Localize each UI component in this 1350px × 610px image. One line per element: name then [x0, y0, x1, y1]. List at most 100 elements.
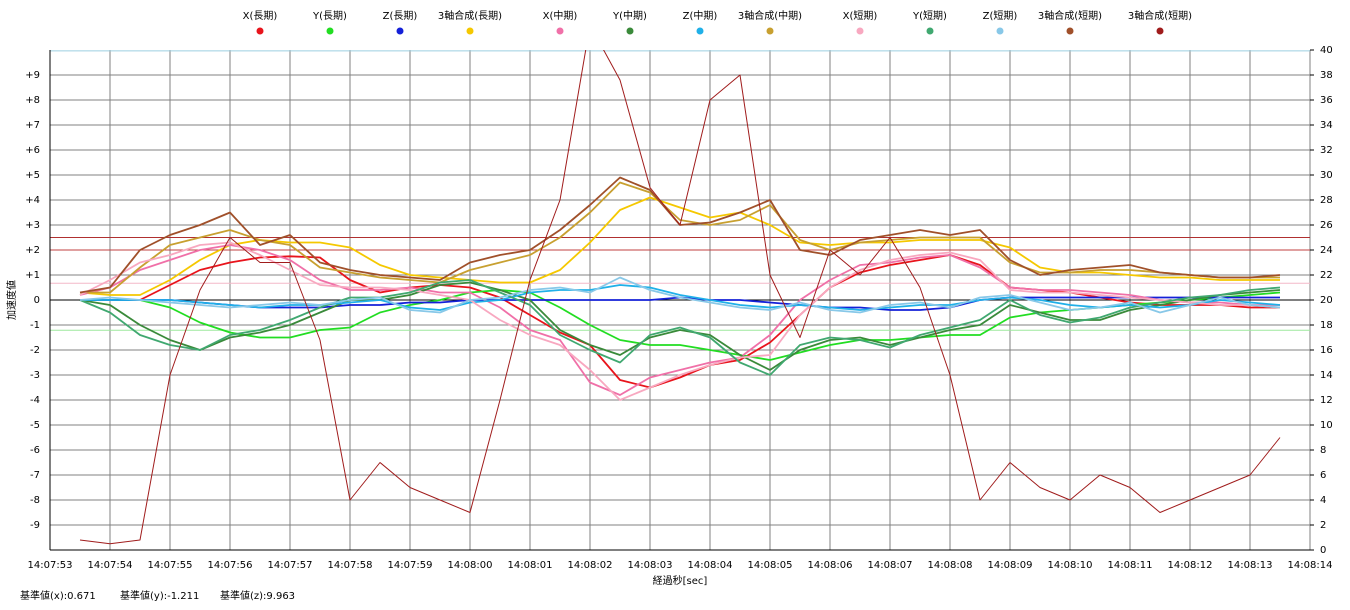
y2-tick-label: 6: [1320, 470, 1326, 481]
legend-marker: [556, 27, 564, 35]
y2-tick-label: 32: [1320, 145, 1333, 156]
y-tick-label: 0: [34, 295, 40, 306]
legend-marker: [396, 27, 404, 35]
legend-label: 3軸合成(短期): [1038, 9, 1102, 22]
x-tick-label: 14:08:04: [688, 560, 733, 571]
y-axis-title: 加速度値: [5, 280, 18, 320]
y-tick-label: +6: [25, 145, 40, 156]
y2-tick-label: 40: [1320, 45, 1333, 56]
y2-tick-label: 26: [1320, 220, 1333, 231]
legend-marker: [1156, 27, 1164, 35]
y-tick-label: -2: [30, 345, 40, 356]
y2-tick-label: 24: [1320, 245, 1333, 256]
legend-label: X(短期): [843, 9, 878, 22]
series-line: [80, 284, 1281, 311]
x-tick-label: 14:08:06: [808, 560, 853, 571]
series-line: [79, 276, 1281, 314]
y-tick-label: +7: [25, 120, 40, 131]
y2-tick-label: 30: [1320, 170, 1333, 181]
y-tick-label: +5: [25, 170, 40, 181]
y2-tick-label: 18: [1320, 320, 1333, 331]
series-line: [79, 241, 1281, 401]
y2-tick-label: 22: [1320, 270, 1333, 281]
x-tick-label: 14:07:54: [88, 560, 133, 571]
legend-marker: [1066, 27, 1074, 35]
legend-marker: [766, 27, 774, 35]
x-tick-label: 14:08:10: [1048, 560, 1093, 571]
x-tick-label: 14:08:01: [508, 560, 553, 571]
footer-text: 基準値(z):9.963: [220, 589, 295, 602]
y2-tick-label: 36: [1320, 95, 1333, 106]
y-tick-label: -7: [30, 470, 40, 481]
series-line: [79, 279, 1281, 376]
x-tick-label: 14:07:53: [28, 560, 73, 571]
legend-label: Z(長期): [383, 10, 418, 22]
legend-marker: [696, 27, 704, 35]
y2-tick-label: 10: [1320, 420, 1333, 431]
x-tick-label: 14:08:09: [988, 560, 1033, 571]
y-tick-label: -6: [30, 445, 40, 456]
y-tick-label: -3: [30, 370, 40, 381]
y2-tick-label: 20: [1320, 295, 1333, 306]
x-tick-label: 14:07:58: [328, 560, 373, 571]
series-line: [79, 196, 1280, 296]
x-tick-label: 14:08:13: [1228, 560, 1273, 571]
y2-tick-label: 38: [1320, 70, 1333, 81]
footer-text: 基準値(x):0.671: [20, 589, 96, 602]
plot-area: [79, 50, 1281, 545]
x-tick-label: 14:08:05: [748, 560, 793, 571]
y2-tick-label: 4: [1320, 495, 1326, 506]
legend-marker: [926, 27, 934, 35]
y-tick-label: -4: [30, 395, 40, 406]
y2-tick-label: 14: [1320, 370, 1333, 381]
legend-marker: [326, 27, 334, 35]
y2-tick-label: 12: [1320, 395, 1333, 406]
legend-label: 3軸合成(長期): [438, 9, 502, 22]
y2-tick-label: 28: [1320, 195, 1333, 206]
legend-label: Z(中期): [683, 9, 718, 22]
x-tick-label: 14:07:59: [388, 560, 433, 571]
legend-label: 3軸合成(短期): [1128, 9, 1192, 22]
legend-marker: [996, 27, 1004, 35]
x-tick-label: 14:08:11: [1108, 560, 1153, 571]
x-tick-label: 14:08:07: [868, 560, 913, 571]
y-tick-label: +1: [25, 270, 40, 281]
x-tick-label: 14:08:14: [1288, 560, 1333, 571]
y-tick-label: -1: [30, 320, 40, 331]
series-line: [79, 244, 1280, 396]
y2-tick-label: 34: [1320, 120, 1333, 131]
x-tick-label: 14:07:57: [268, 560, 313, 571]
y-tick-label: +4: [25, 195, 40, 206]
footer-text: 基準値(y):-1.211: [120, 589, 199, 602]
legend-marker: [856, 27, 864, 35]
y-tick-label: -8: [30, 495, 40, 506]
y-tick-label: +2: [25, 245, 40, 256]
x-tick-label: 14:08:12: [1168, 560, 1213, 571]
x-tick-label: 14:08:00: [448, 560, 493, 571]
y-tick-label: -5: [30, 420, 40, 431]
series-line: [80, 181, 1280, 294]
y-tick-label: -9: [30, 520, 40, 531]
legend-label: Y(長期): [312, 10, 347, 22]
legend-marker: [466, 27, 474, 35]
legend-label: Z(短期): [983, 9, 1018, 22]
x-tick-label: 14:08:08: [928, 560, 973, 571]
y-tick-label: +3: [25, 220, 40, 231]
x-axis-title: 経過秒[sec]: [653, 574, 708, 587]
legend-label: Y(中期): [612, 9, 647, 22]
x-tick-label: 14:08:02: [568, 560, 613, 571]
y-tick-label: +9: [25, 70, 40, 81]
x-tick-label: 14:07:55: [148, 560, 193, 571]
legend-marker: [626, 27, 634, 35]
series-line: [79, 50, 1281, 545]
legend-marker: [256, 27, 264, 35]
y2-tick-label: 8: [1320, 445, 1326, 456]
y-tick-label: +8: [25, 95, 40, 106]
y2-tick-label: 0: [1320, 545, 1326, 556]
y2-tick-label: 2: [1320, 520, 1326, 531]
legend-label: Y(短期): [912, 9, 947, 22]
y2-tick-label: 16: [1320, 345, 1333, 356]
x-tick-label: 14:08:03: [628, 560, 673, 571]
legend-label: X(中期): [543, 9, 578, 22]
